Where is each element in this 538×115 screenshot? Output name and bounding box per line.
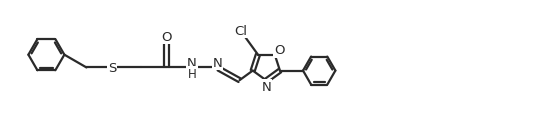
Text: O: O <box>161 31 172 44</box>
Text: H: H <box>188 68 196 81</box>
Text: N: N <box>213 56 222 69</box>
Text: Cl: Cl <box>234 25 247 38</box>
Text: O: O <box>274 44 285 57</box>
Text: N: N <box>261 81 271 93</box>
Text: N: N <box>187 56 197 69</box>
Text: S: S <box>108 61 116 74</box>
